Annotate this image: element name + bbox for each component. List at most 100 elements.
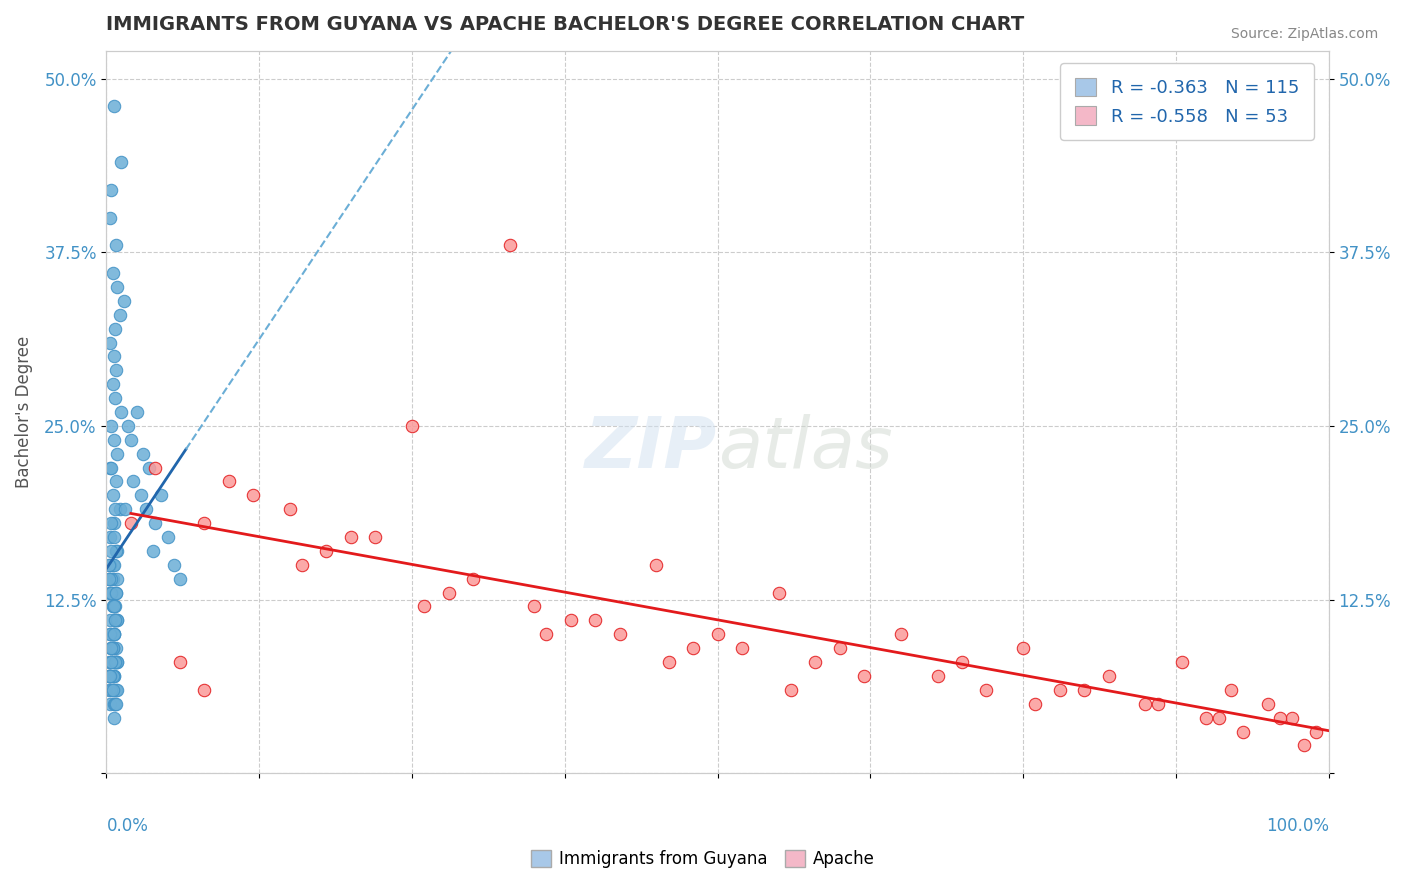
Point xyxy=(1135,697,1157,711)
Point xyxy=(105,641,128,656)
Point xyxy=(100,183,122,197)
Point xyxy=(105,655,128,669)
Point xyxy=(103,669,125,683)
Point xyxy=(103,697,125,711)
Point xyxy=(138,460,160,475)
Point xyxy=(853,669,876,683)
Point xyxy=(104,585,127,599)
Point xyxy=(1098,669,1121,683)
Point xyxy=(105,585,128,599)
Point xyxy=(97,655,120,669)
Point xyxy=(105,544,128,558)
Point xyxy=(103,599,125,614)
Point xyxy=(129,488,152,502)
Point xyxy=(364,530,387,544)
Point xyxy=(101,627,124,641)
Point xyxy=(1073,682,1095,697)
Point xyxy=(98,585,121,599)
Point xyxy=(103,669,125,683)
Text: atlas: atlas xyxy=(717,414,893,483)
Point xyxy=(976,682,998,697)
Point xyxy=(117,418,139,433)
Point xyxy=(1146,697,1168,711)
Point xyxy=(682,641,704,656)
Point xyxy=(890,627,912,641)
Point xyxy=(1294,739,1316,753)
Point xyxy=(97,558,120,572)
Point xyxy=(100,655,122,669)
Point xyxy=(193,682,215,697)
Point xyxy=(101,488,124,502)
Point xyxy=(120,516,142,530)
Point xyxy=(101,599,124,614)
Point xyxy=(315,544,337,558)
Point xyxy=(101,682,124,697)
Point xyxy=(768,585,790,599)
Point xyxy=(104,321,127,335)
Point xyxy=(100,572,122,586)
Y-axis label: Bachelor's Degree: Bachelor's Degree xyxy=(15,336,32,488)
Point xyxy=(1257,697,1279,711)
Point xyxy=(104,655,127,669)
Point xyxy=(108,502,131,516)
Point xyxy=(132,447,155,461)
Point xyxy=(927,669,949,683)
Text: 0.0%: 0.0% xyxy=(107,816,149,835)
Point xyxy=(100,641,122,656)
Point xyxy=(104,599,127,614)
Point xyxy=(101,558,124,572)
Point xyxy=(950,655,973,669)
Point xyxy=(536,627,558,641)
Point xyxy=(1268,711,1291,725)
Point xyxy=(105,363,128,377)
Point xyxy=(169,572,191,586)
Point xyxy=(101,266,124,280)
Point xyxy=(103,99,125,113)
Point xyxy=(107,447,129,461)
Point xyxy=(583,613,606,627)
Point xyxy=(103,530,125,544)
Point xyxy=(103,627,125,641)
Point xyxy=(437,585,460,599)
Point xyxy=(104,655,127,669)
Point xyxy=(143,516,166,530)
Point xyxy=(731,641,754,656)
Point xyxy=(1171,655,1194,669)
Point xyxy=(104,502,127,516)
Point xyxy=(105,697,128,711)
Point xyxy=(645,558,668,572)
Point xyxy=(242,488,264,502)
Point xyxy=(107,655,129,669)
Point xyxy=(523,599,546,614)
Point xyxy=(100,641,122,656)
Point xyxy=(100,655,122,669)
Legend: R = -0.363   N = 115, R = -0.558   N = 53: R = -0.363 N = 115, R = -0.558 N = 53 xyxy=(1060,63,1313,140)
Point xyxy=(98,530,121,544)
Point xyxy=(1195,711,1218,725)
Point xyxy=(98,627,121,641)
Text: IMMIGRANTS FROM GUYANA VS APACHE BACHELOR'S DEGREE CORRELATION CHART: IMMIGRANTS FROM GUYANA VS APACHE BACHELO… xyxy=(107,15,1025,34)
Point xyxy=(98,613,121,627)
Point xyxy=(114,502,136,516)
Point xyxy=(100,418,122,433)
Point xyxy=(658,655,681,669)
Point xyxy=(98,669,121,683)
Point xyxy=(100,641,122,656)
Point xyxy=(110,155,132,169)
Point xyxy=(105,682,128,697)
Point xyxy=(122,475,145,489)
Point xyxy=(101,682,124,697)
Point xyxy=(104,697,127,711)
Point xyxy=(107,544,129,558)
Point xyxy=(100,460,122,475)
Point xyxy=(107,613,129,627)
Point xyxy=(103,599,125,614)
Point xyxy=(103,516,125,530)
Point xyxy=(105,475,128,489)
Point xyxy=(101,377,124,392)
Point xyxy=(101,599,124,614)
Point xyxy=(461,572,484,586)
Point xyxy=(499,238,522,252)
Point xyxy=(107,280,129,294)
Point xyxy=(107,682,129,697)
